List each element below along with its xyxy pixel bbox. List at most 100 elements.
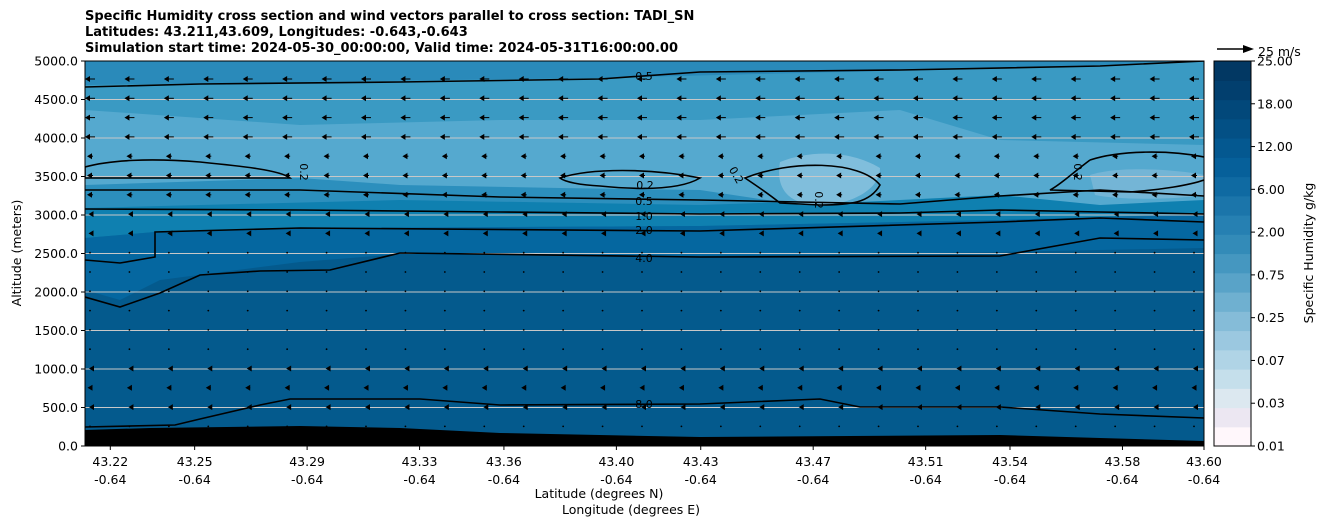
wind-vector-head	[877, 365, 883, 372]
wind-vector	[798, 309, 801, 312]
colorbar-segment	[1214, 311, 1251, 332]
colorbar-segment	[1214, 330, 1251, 351]
wind-vector-head	[915, 191, 920, 198]
wind-vector	[246, 251, 249, 254]
wind-vector	[1035, 271, 1038, 273]
wind-vector-head	[1033, 153, 1039, 160]
colorbar-tick-label: 2.00	[1257, 225, 1285, 240]
wind-vector-head	[245, 384, 251, 391]
wind-vector	[759, 425, 762, 428]
wind-vector	[641, 271, 643, 273]
wind-vector-head	[758, 230, 764, 237]
wind-vector	[956, 309, 959, 312]
wind-vector	[1114, 271, 1117, 273]
wind-vector	[1074, 271, 1077, 273]
y-tick-label: 0.0	[58, 439, 78, 454]
wind-vector-head	[1189, 76, 1194, 82]
wind-vector	[443, 425, 446, 428]
wind-vector	[877, 425, 880, 428]
wind-vector-head	[1192, 211, 1198, 218]
colorbar-segment	[1214, 407, 1251, 428]
wind-vector	[1074, 309, 1077, 312]
wind-vector	[128, 329, 131, 331]
wind-vector-head	[521, 384, 527, 391]
wind-vector	[365, 251, 367, 254]
wind-vector-head	[439, 114, 445, 121]
wind-vector-head	[88, 211, 94, 218]
wind-vector	[207, 348, 210, 351]
wind-vector	[404, 348, 407, 351]
wind-vector-head	[597, 95, 603, 102]
wind-vector-head	[1110, 95, 1116, 102]
wind-vector-head	[560, 384, 566, 391]
colorbar-tick-label: 6.00	[1257, 182, 1285, 197]
wind-vector-head	[952, 95, 958, 102]
wind-vector-head	[85, 114, 90, 121]
wind-vector-head	[836, 384, 842, 391]
wind-vector-head	[522, 404, 528, 411]
wind-vector-head	[87, 191, 92, 198]
wind-vector-head	[439, 95, 445, 102]
wind-vector	[956, 329, 959, 331]
quiver-key: 25 m/s	[1217, 44, 1301, 59]
wind-vector-head	[1153, 404, 1159, 411]
wind-vector-head	[167, 404, 173, 411]
wind-vector-head	[717, 172, 723, 179]
wind-vector-head	[637, 76, 642, 82]
x-tick-label-lon: -0.64	[1106, 472, 1138, 487]
wind-vector-head	[875, 172, 881, 179]
wind-vector-head	[798, 404, 804, 411]
wind-vector	[1114, 425, 1117, 428]
wind-vector	[601, 251, 604, 254]
colorbar-tick-label: 25.00	[1257, 54, 1293, 69]
wind-vector-head	[757, 191, 763, 198]
wind-vector-head	[282, 95, 288, 102]
x-tick-label-lon: -0.64	[178, 472, 210, 487]
wind-vector-head	[917, 365, 922, 372]
wind-vector	[719, 329, 722, 331]
wind-vector-head	[1033, 384, 1039, 391]
wind-vector-head	[481, 172, 487, 179]
wind-vector	[365, 309, 367, 312]
wind-vector	[89, 329, 91, 331]
colorbar-segment	[1214, 176, 1251, 197]
contour-0.2-mid	[558, 169, 703, 190]
wind-vector-head	[834, 114, 840, 121]
wind-vector-head	[798, 211, 804, 218]
wind-vector-head	[639, 384, 645, 391]
x-tick-label-lon: -0.64	[403, 472, 435, 487]
x-tick-label-lat: 43.40	[598, 454, 634, 469]
contour-2.0	[85, 217, 1204, 264]
wind-vector	[207, 309, 210, 312]
wind-vector-head	[952, 76, 958, 82]
contour-label: 4.0	[635, 252, 653, 265]
wind-vector-head	[719, 404, 725, 411]
wind-vector	[286, 309, 289, 312]
contour-label: 0.5	[635, 195, 653, 208]
wind-vector	[917, 425, 919, 428]
wind-vector	[956, 290, 959, 293]
wind-vector	[325, 309, 328, 312]
wind-vector	[956, 251, 959, 254]
wind-vector-head	[128, 365, 134, 372]
wind-vector-head	[715, 76, 721, 82]
wind-vector	[601, 348, 604, 351]
wind-vector	[917, 271, 919, 273]
wind-vector-head	[325, 365, 331, 372]
wind-vector-head	[834, 95, 840, 102]
wind-vector	[207, 329, 210, 331]
contour-label: 0.2	[1071, 163, 1084, 181]
colorbar-tick-label: 0.01	[1257, 439, 1285, 454]
wind-vector-head	[479, 133, 485, 140]
wind-vector-head	[599, 191, 605, 198]
plot-area	[85, 61, 1204, 446]
wind-vector-head	[757, 384, 763, 391]
wind-vector	[680, 329, 683, 331]
wind-vector	[483, 309, 486, 312]
x-tick-label-lat: 43.58	[1105, 454, 1141, 469]
wind-vector-head	[794, 76, 800, 82]
colorbar-segment	[1214, 234, 1251, 255]
wind-vector-head	[246, 365, 252, 372]
wind-vector	[89, 309, 91, 312]
y-axis-label: Altitude (meters)	[9, 200, 24, 307]
